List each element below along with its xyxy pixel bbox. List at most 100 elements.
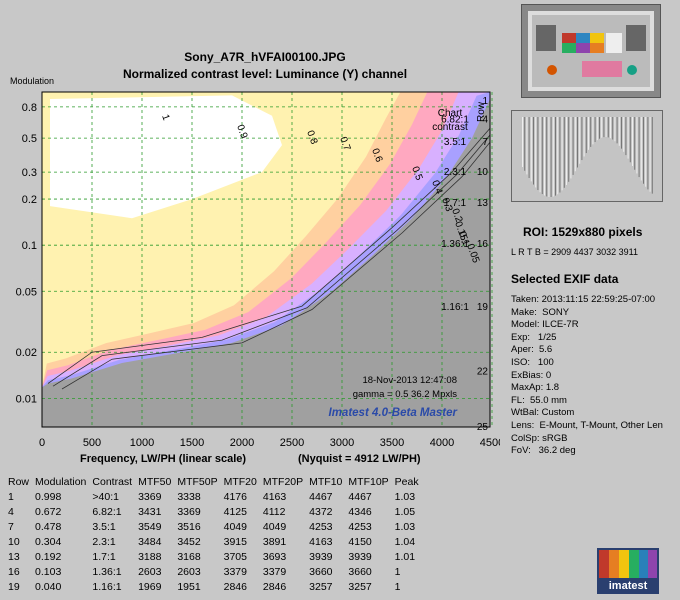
table-cell: 2.3:1 xyxy=(92,535,116,548)
y-tick-0.05: 0.05 xyxy=(16,286,37,298)
table-cell: 1.03 xyxy=(394,520,416,533)
table-header-cell: MTF20 xyxy=(223,475,257,488)
roi-stripe-26 xyxy=(579,117,581,164)
roi-stripe-11 xyxy=(546,117,548,197)
exif-line: FoV: 36.2 deg xyxy=(511,445,576,457)
imatest-logo xyxy=(597,548,659,594)
roi-stripe-0 xyxy=(522,117,523,167)
roi-stripe-24 xyxy=(574,117,576,172)
roi-stripe-18 xyxy=(561,117,563,191)
roi-stripe-37 xyxy=(603,117,605,138)
roi-stripe-57 xyxy=(647,117,649,190)
roi-stripe-35 xyxy=(599,117,600,139)
contour-fill-zones xyxy=(42,92,490,388)
results-table: Row Modulation Contrast MTF50 MTF50P MTF20 MTF… xyxy=(8,474,425,594)
table-header-cell: Modulation xyxy=(35,475,87,488)
exif-line: MaxAp: 1.8 xyxy=(511,382,560,394)
table-row: 10 0.304 2.3:1 3484 3452 3915 3891 4163 4150 1.04 xyxy=(8,534,425,549)
table-header-cell: Contrast xyxy=(92,475,133,488)
table-cell: 3257 xyxy=(348,580,372,593)
row-tick-10: 10 xyxy=(477,167,489,178)
table-cell: 16 xyxy=(8,565,20,578)
y-tick-labels: 0.01 0.02 0.05 0.1 0.2 0.3 0.5 0.8 xyxy=(16,102,37,405)
table-cell: 4346 xyxy=(348,505,372,518)
table-row: 19 0.040 1.16:1 1969 1951 2846 2846 3257 3257 1 xyxy=(8,579,425,594)
x-tick-3000: 3000 xyxy=(330,437,354,449)
table-header-cell: MTF50P xyxy=(177,475,218,488)
table-row: 7 0.478 3.5:1 3549 3516 4049 4049 4253 4253 1.03 xyxy=(8,519,425,534)
roi-stripe-13 xyxy=(550,117,552,197)
exif-line: Lens: E-Mount, T-Mount, Other Len xyxy=(511,419,663,431)
table-cell: 3939 xyxy=(348,550,372,563)
x-tick-2500: 2500 xyxy=(280,437,304,449)
table-cell: 4150 xyxy=(348,535,372,548)
exif-line: Exp: 1/25 xyxy=(511,331,557,343)
y-axis-label: Modulation xyxy=(10,76,55,86)
table-cell: 4049 xyxy=(223,520,247,533)
contour-line-0.7 xyxy=(61,141,490,390)
table-header-cell: Peak xyxy=(394,475,419,488)
table-cell: 0.672 xyxy=(35,505,62,518)
roi-stripe-47 xyxy=(625,117,627,156)
roi-stripe-48 xyxy=(627,117,629,159)
contour-label-0.6: 0.6 xyxy=(369,147,384,164)
table-header-cell: MTF20P xyxy=(262,475,304,488)
roi-stripe-22 xyxy=(570,117,572,179)
contrast-tick-4: 6.82:1 xyxy=(441,114,469,125)
contour-label-0.2: 0.2 xyxy=(449,207,464,224)
table-cell: 1 xyxy=(394,565,401,578)
table-cell: 4 xyxy=(8,505,14,518)
table-cell: 3168 xyxy=(177,550,201,563)
row-tick-4: 4 xyxy=(482,114,488,125)
row-tick-7: 7 xyxy=(482,137,488,148)
table-cell: 1.05 xyxy=(394,505,416,518)
roi-stripe-51 xyxy=(634,117,636,170)
roi-stripe-52 xyxy=(636,117,638,174)
table-cell: 4163 xyxy=(262,490,287,503)
table-cell: 7 xyxy=(8,520,14,533)
x-tick-1000: 1000 xyxy=(130,437,154,449)
table-cell: 3915 xyxy=(223,535,247,548)
y-tick-0.2: 0.2 xyxy=(22,194,37,206)
row-tick-22: 22 xyxy=(477,366,489,377)
roi-stripe-33 xyxy=(594,117,596,143)
table-header-cell: MTF50 xyxy=(138,475,172,488)
table-cell: 2846 xyxy=(223,580,247,593)
table-cell: 2603 xyxy=(177,565,201,578)
table-cell: 3705 xyxy=(223,550,247,563)
roi-bounds: L R T B = 2909 4437 3032 3911 xyxy=(511,247,639,257)
exif-line: Model: ILCE-7R xyxy=(511,319,579,331)
roi-stripe-3 xyxy=(528,117,530,178)
table-body: 1 0.998 >40:1 3369 3338 4176 4163 4467 4467 1.03 4… xyxy=(8,489,425,594)
roi-stripe-45 xyxy=(621,117,622,149)
table-cell: 0.040 xyxy=(35,580,62,593)
roi-stripe-14 xyxy=(552,117,554,197)
contrast-tick-19: 1.16:1 xyxy=(441,302,469,313)
row-tick-16: 16 xyxy=(477,239,489,250)
y-tick-0.8: 0.8 xyxy=(22,102,37,114)
nyquist-label: (Nyquist = 4912 LW/PH) xyxy=(298,453,421,465)
y-tick-0.5: 0.5 xyxy=(22,133,37,145)
table-cell: 1.03 xyxy=(394,490,416,503)
table-cell: 4163 xyxy=(309,535,333,548)
roi-stripe-2 xyxy=(526,117,528,175)
y-tick-0.3: 0.3 xyxy=(22,167,37,179)
table-cell: 4176 xyxy=(223,490,247,503)
table-cell: 4253 xyxy=(309,520,333,533)
table-cell: >40:1 xyxy=(92,490,119,503)
table-cell: 3257 xyxy=(309,580,333,593)
roi-stripe-41 xyxy=(612,117,614,140)
row-tick-13: 13 xyxy=(477,198,489,209)
roi-stripe-9 xyxy=(541,117,543,195)
x-tick-4000: 4000 xyxy=(430,437,454,449)
table-row: 1 0.998 >40:1 3369 3338 4176 4163 4467 4467 1.03 xyxy=(8,489,425,504)
exif-line: ISO: 100 xyxy=(511,356,554,368)
contour-zone-white xyxy=(50,95,282,219)
chart-contrast-header: Chart xyxy=(438,108,463,119)
table-row: 16 0.103 1.36:1 2603 2603 3379 3379 3660 3660 1 xyxy=(8,564,425,579)
table-cell: 4049 xyxy=(262,520,287,533)
roi-stripe-38 xyxy=(605,117,607,138)
roi-size: ROI: 1529x880 pixels xyxy=(523,225,643,239)
roi-stripe-6 xyxy=(535,117,537,188)
